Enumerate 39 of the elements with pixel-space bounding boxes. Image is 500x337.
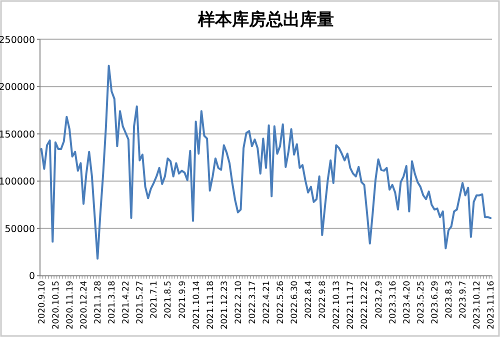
x-tick-label: 2021.5.27 bbox=[136, 280, 146, 324]
x-tick-label: 2020.12.24 bbox=[80, 280, 90, 330]
y-tick-label: 50000 bbox=[4, 224, 35, 235]
x-tick-label: 2023.8.3 bbox=[444, 280, 454, 319]
x-tick-label: 2022.6.30 bbox=[290, 280, 300, 324]
chart-title: 样本库房总出库量 bbox=[197, 10, 334, 30]
x-tick-label: 2021.8.5 bbox=[164, 280, 174, 319]
x-tick-label: 2022.3.17 bbox=[248, 280, 258, 324]
x-tick-label: 2021.7.1 bbox=[150, 280, 160, 319]
x-tick-label: 2021.11.18 bbox=[206, 280, 216, 330]
y-tick-label: 150000 bbox=[0, 129, 35, 140]
x-tick-label: 2021.12.23 bbox=[220, 280, 230, 330]
x-tick-label: 2022.9.8 bbox=[318, 280, 328, 319]
line-series bbox=[40, 64, 492, 260]
x-tick-label: 2023.6.29 bbox=[430, 280, 440, 324]
y-tick-label: 100000 bbox=[0, 176, 35, 188]
x-tick-label: 2020.9.10 bbox=[37, 280, 48, 324]
x-tick-label: 2022.10.13 bbox=[332, 280, 342, 330]
y-tick-label: 0 bbox=[28, 271, 35, 282]
x-tick-label: 2023.11.16 bbox=[486, 280, 497, 330]
x-tick-label: 2023.9.7 bbox=[458, 280, 469, 319]
x-tick-label: 2021.4.22 bbox=[122, 280, 132, 324]
x-tick-label: 2022.4.21 bbox=[262, 280, 272, 324]
x-tick-label: 2022.5.26 bbox=[276, 280, 286, 324]
x-tick-label: 2022.8.4 bbox=[304, 280, 314, 319]
x-tick-label: 2022.12.22 bbox=[360, 280, 370, 330]
x-tick-label: 2023.10.12 bbox=[472, 280, 483, 330]
x-tick-label: 2022.2.10 bbox=[234, 280, 244, 324]
x-tick-label: 2021.1.28 bbox=[94, 280, 104, 324]
x-tick-label: 2020.10.15 bbox=[51, 280, 62, 330]
x-tick-label: 2021.10.14 bbox=[192, 280, 202, 330]
x-tick-label: 2023.5.25 bbox=[416, 280, 426, 324]
x-tick-label: 2023.4.20 bbox=[402, 280, 412, 324]
x-tick-label: 2023.3.16 bbox=[388, 280, 398, 324]
x-tick-label: 2022.11.17 bbox=[346, 280, 356, 330]
x-tick-label: 2023.2.9 bbox=[374, 280, 384, 319]
x-tick-label: 2021.9.9 bbox=[178, 280, 188, 319]
x-tick-label: 2020.11.19 bbox=[65, 280, 76, 330]
x-tick-label: 2021.3.18 bbox=[108, 280, 118, 324]
